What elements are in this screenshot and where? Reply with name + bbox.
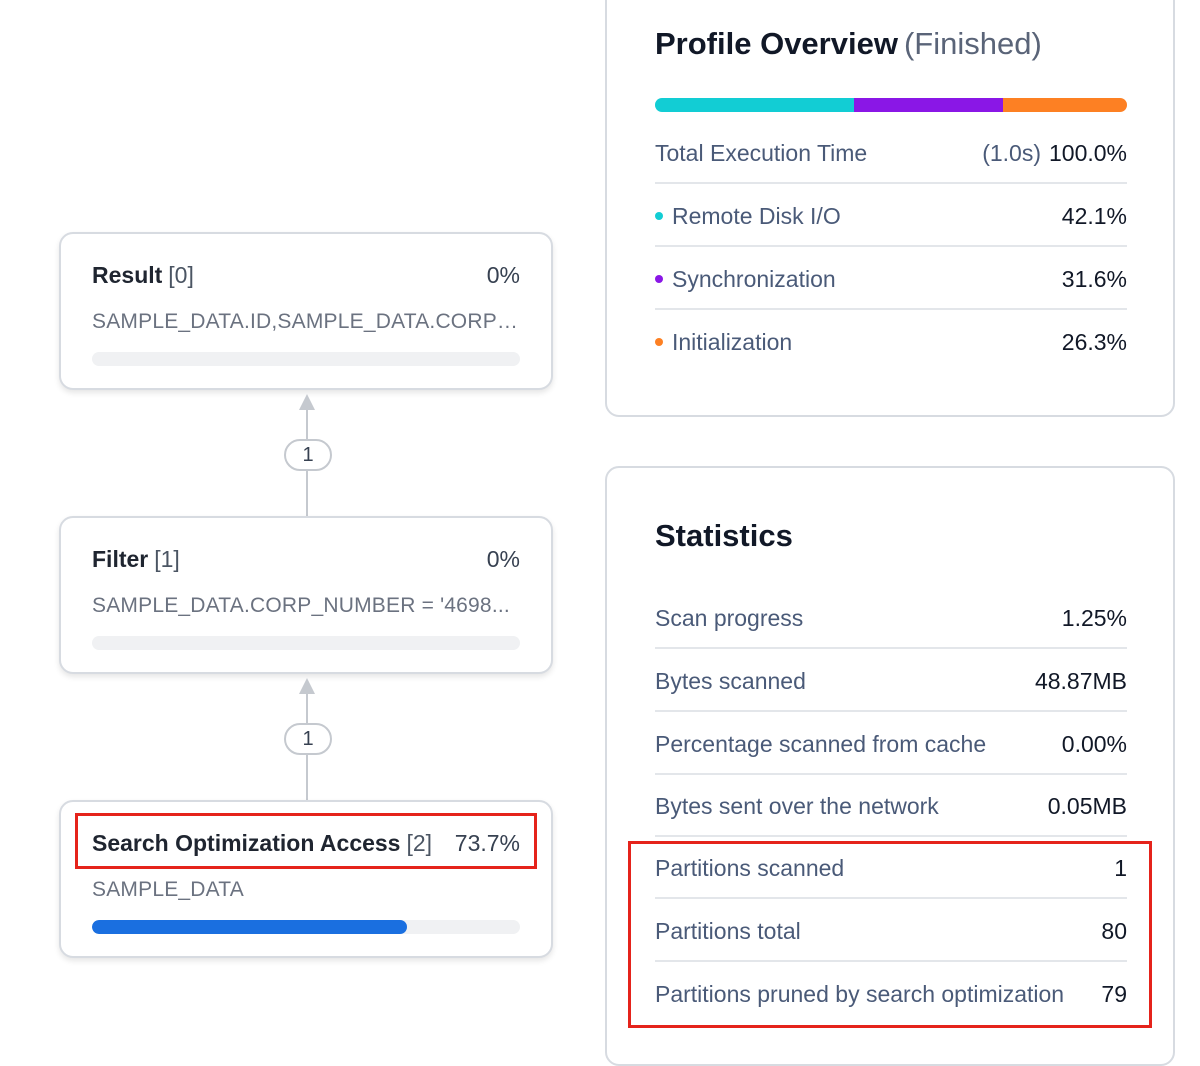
row-value: 26.3% — [1051, 311, 1127, 373]
operator-progress-fill — [92, 920, 408, 934]
operator-progress-bar — [92, 636, 520, 650]
operator-node-search-optimization-access[interactable]: Search Optimization Access [2] 73.7% SAMP… — [59, 800, 553, 958]
segment-remote-disk-io[interactable] — [655, 98, 854, 112]
operator-node-result[interactable]: Result [0] 0% SAMPLE_DATA.ID,SAMPLE_DATA.… — [59, 232, 553, 390]
stat-row-scan-progress: Scan progress 1.25% — [655, 587, 1127, 649]
operator-percent: 0% — [486, 546, 520, 572]
total-execution-time-row: Total Execution Time (1.0s) 100.0% — [655, 122, 1127, 184]
row-label: Bytes scanned — [655, 668, 806, 694]
execution-time-breakdown-bar — [655, 98, 1127, 112]
operator-name: Filter — [92, 546, 149, 572]
stat-row-partitions-total: Partitions total 80 — [655, 900, 1127, 962]
operator-index: [2] — [406, 830, 433, 856]
statistics-panel: Statistics Scan progress 1.25% Bytes sca… — [605, 466, 1175, 1066]
operator-name: Search Optimization Access — [92, 830, 401, 856]
edge-arrowhead — [299, 678, 315, 694]
breakdown-row-initialization[interactable]: Initialization 26.3% — [655, 311, 1127, 373]
legend-dot-icon — [655, 274, 663, 283]
row-label: Scan progress — [655, 605, 804, 631]
edge-row-count[interactable]: 1 — [284, 723, 332, 755]
row-value: 1.25% — [1051, 587, 1127, 649]
row-value: 100.0% — [1048, 140, 1127, 166]
segment-initialization[interactable] — [1002, 98, 1127, 112]
profile-overview-panel: Profile Overview (Finished) Total Executi… — [605, 0, 1175, 417]
status-label: (Finished) — [903, 26, 1042, 61]
operator-detail: SAMPLE_DATA.ID,SAMPLE_DATA.CORP_NUMBER — [92, 310, 520, 333]
row-label: Remote Disk I/O — [672, 203, 841, 229]
operator-detail: SAMPLE_DATA.CORP_NUMBER = '4698... — [92, 594, 510, 617]
edge-arrowhead — [299, 394, 315, 410]
operator-progress-bar — [92, 920, 520, 934]
operator-index: [1] — [154, 546, 180, 572]
operator-percent: 73.7% — [454, 830, 520, 856]
highlight-box-partition-stats — [628, 841, 1152, 1028]
panel-title-text: Profile Overview — [655, 26, 898, 61]
row-value: 79 — [1091, 963, 1127, 1025]
row-value: 42.1% — [1051, 185, 1127, 247]
row-value: 0.00% — [1051, 713, 1127, 775]
legend-dot-icon — [655, 337, 663, 346]
statistics-title: Statistics — [655, 518, 793, 553]
legend-dot-icon — [655, 211, 663, 220]
row-label: Total Execution Time — [655, 140, 868, 166]
stat-row-partitions-scanned: Partitions scanned 1 — [655, 837, 1127, 899]
stat-row-bytes-scanned: Bytes scanned 48.87MB — [655, 650, 1127, 712]
row-value: 31.6% — [1051, 248, 1127, 310]
row-label: Percentage scanned from cache — [655, 731, 987, 757]
stat-row-partitions-pruned: Partitions pruned by search optimization… — [655, 963, 1127, 1025]
operator-percent: 0% — [486, 262, 520, 288]
operator-index: [0] — [168, 262, 194, 288]
row-label: Bytes sent over the network — [655, 793, 939, 819]
breakdown-row-synchronization[interactable]: Synchronization 31.6% — [655, 248, 1127, 310]
row-label: Initialization — [672, 329, 793, 355]
operator-progress-bar — [92, 352, 520, 366]
row-value: 1 — [1104, 837, 1127, 899]
stat-row-percentage-scanned-from-cache: Percentage scanned from cache 0.00% — [655, 713, 1127, 775]
highlight-box-operator-header — [75, 813, 537, 869]
row-value: 80 — [1091, 900, 1127, 962]
row-value: 0.05MB — [1037, 775, 1127, 837]
operator-detail: SAMPLE_DATA — [92, 878, 244, 901]
profile-overview-title: Profile Overview (Finished) — [655, 26, 1042, 62]
operator-node-filter[interactable]: Filter [1] 0% SAMPLE_DATA.CORP_NUMBER = '… — [59, 516, 553, 674]
breakdown-row-remote-disk-io[interactable]: Remote Disk I/O 42.1% — [655, 185, 1127, 247]
segment-synchronization[interactable] — [853, 98, 1003, 112]
stat-row-bytes-sent-over-network: Bytes sent over the network 0.05MB — [655, 775, 1127, 837]
row-label: Synchronization — [672, 266, 836, 292]
row-value: 48.87MB — [1024, 650, 1127, 712]
execution-duration: (1.0s) — [982, 140, 1041, 166]
operator-name: Result — [92, 262, 163, 288]
edge-row-count[interactable]: 1 — [284, 439, 332, 471]
